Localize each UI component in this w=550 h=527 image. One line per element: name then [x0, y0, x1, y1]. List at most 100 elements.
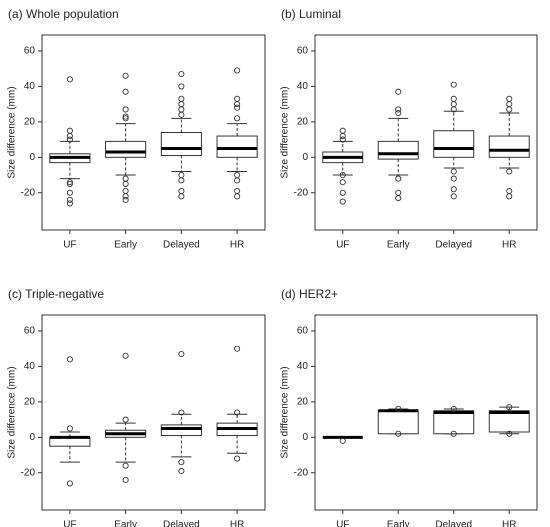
- x-tick-label: Delayed: [435, 240, 472, 251]
- outlier: [450, 101, 457, 108]
- outlier: [506, 101, 513, 108]
- outlier: [339, 198, 346, 205]
- panel-title: (c) Triple-negative: [8, 287, 104, 301]
- y-tick-label: 40: [24, 81, 36, 92]
- outlier: [66, 132, 73, 140]
- outlier: [178, 106, 185, 113]
- outlier: [506, 404, 513, 411]
- panel-title: (b) Luminal: [281, 7, 341, 21]
- outlier: [122, 416, 129, 423]
- outlier: [122, 193, 129, 200]
- outlier: [66, 480, 73, 487]
- outlier: [122, 106, 129, 113]
- outlier: [395, 405, 402, 413]
- outlier: [234, 115, 241, 122]
- x-tick-label: HR: [230, 520, 244, 527]
- box: [160, 132, 202, 157]
- box: [105, 140, 147, 158]
- outlier: [178, 409, 185, 416]
- y-tick-label: 40: [297, 361, 309, 372]
- x-tick-label: UF: [336, 240, 349, 251]
- outlier: [178, 467, 185, 475]
- x-tick-label: Delayed: [435, 520, 472, 527]
- outlier: [122, 476, 129, 483]
- outlier: [506, 430, 513, 437]
- outlier: [122, 462, 129, 469]
- box: [488, 410, 530, 433]
- x-tick-label: UF: [336, 520, 349, 527]
- outlier: [234, 345, 241, 352]
- outlier: [506, 187, 513, 195]
- outlier: [395, 175, 402, 182]
- y-tick-label: -20: [21, 187, 36, 198]
- outlier: [234, 455, 241, 462]
- outlier: [66, 200, 73, 207]
- outlier: [66, 136, 73, 143]
- outlier: [506, 106, 513, 113]
- outlier: [178, 187, 185, 195]
- box: [433, 410, 475, 435]
- outlier: [122, 352, 129, 359]
- x-tick-label: Early: [387, 520, 410, 527]
- outlier: [178, 101, 185, 108]
- outlier: [234, 101, 241, 108]
- x-tick-label: UF: [63, 240, 76, 251]
- box: [488, 135, 530, 158]
- y-tick-label: 60: [24, 326, 36, 337]
- y-tick-label: 20: [297, 397, 309, 408]
- y-tick-label: 0: [302, 152, 308, 163]
- outlier: [506, 95, 513, 102]
- y-axis-label: Size difference (mm): [7, 366, 18, 458]
- outlier: [66, 356, 73, 363]
- plot-frame: [314, 314, 538, 511]
- y-tick-label: 0: [302, 432, 308, 443]
- y-tick-label: 0: [29, 152, 35, 163]
- box: [377, 140, 419, 160]
- outlier: [122, 196, 129, 203]
- outlier: [339, 127, 346, 134]
- outlier: [339, 132, 346, 140]
- panel-title: (d) HER2+: [281, 287, 338, 301]
- x-tick-label: Early: [387, 240, 410, 251]
- y-tick-label: 60: [297, 46, 309, 57]
- plot-frame: [41, 34, 266, 231]
- y-tick-label: -20: [21, 467, 36, 478]
- y-tick-label: 20: [297, 117, 309, 128]
- outlier: [450, 168, 457, 175]
- x-tick-label: Early: [114, 240, 137, 251]
- outlier: [66, 127, 73, 134]
- outlier: [450, 81, 457, 88]
- outlier: [178, 171, 185, 179]
- outlier: [122, 72, 129, 79]
- y-tick-label: 20: [24, 397, 36, 408]
- outlier: [66, 425, 73, 432]
- outlier: [395, 106, 402, 113]
- x-tick-label: Delayed: [163, 240, 200, 251]
- outlier: [122, 175, 129, 182]
- outlier: [178, 350, 185, 358]
- x-tick-label: Delayed: [163, 520, 200, 527]
- outlier: [395, 430, 402, 437]
- panel-title: (a) Whole population: [8, 7, 119, 21]
- box: [160, 424, 202, 437]
- outlier: [450, 175, 457, 182]
- y-tick-label: -20: [294, 187, 309, 198]
- x-tick-label: HR: [502, 520, 516, 527]
- outlier: [395, 189, 402, 196]
- outlier: [66, 180, 73, 187]
- outlier: [234, 95, 241, 102]
- outlier: [450, 186, 457, 193]
- outlier: [506, 193, 513, 200]
- outlier: [234, 67, 241, 74]
- outlier: [234, 171, 241, 179]
- plot-frame: [41, 314, 266, 511]
- outlier: [122, 115, 129, 122]
- y-tick-label: 20: [24, 117, 36, 128]
- outlier: [178, 459, 185, 466]
- outlier: [66, 196, 73, 203]
- outlier: [339, 171, 346, 179]
- outlier: [122, 88, 129, 95]
- outlier: [234, 193, 241, 200]
- outlier: [450, 193, 457, 200]
- outlier: [450, 95, 457, 102]
